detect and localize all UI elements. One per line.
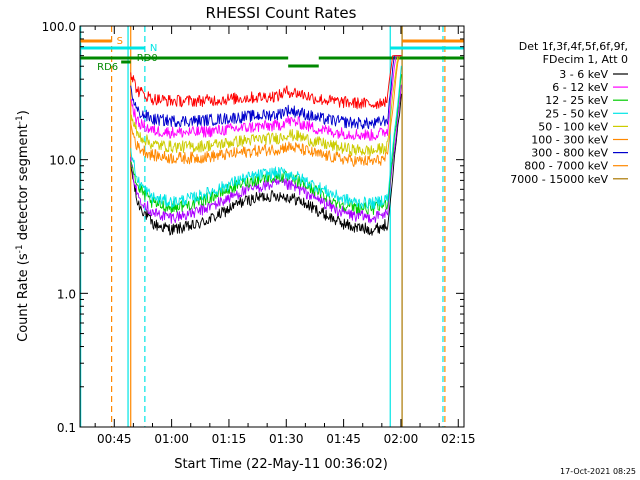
y-tick-label: 100.0	[42, 20, 76, 34]
y-axis-ticks: 100.0 10.0 1.0 0.1	[42, 20, 464, 435]
y-tick-label: 10.0	[49, 154, 76, 168]
series-line-300-800-kev	[130, 55, 402, 130]
y-axis-label-text: Count Rate (s	[16, 253, 31, 342]
series-line-25-50-kev	[130, 65, 402, 210]
x-axis-ticks: 00:45 01:00 01:15 01:30 01:45 02:00 02:15	[94, 26, 476, 446]
legend-label-800-7000-kev: 800 - 7000 keV	[524, 160, 608, 173]
attenuator-label-s: S	[117, 36, 123, 47]
x-tick-label: 01:00	[154, 432, 189, 446]
y-axis-label-sup2: -1	[15, 115, 25, 124]
legend-label-3-6-kev: 3 - 6 keV	[559, 68, 608, 81]
x-tick-label: 00:45	[97, 432, 132, 446]
legend-label-6-12-kev: 6 - 12 keV	[552, 81, 608, 94]
x-tick-label: 02:15	[441, 432, 476, 446]
series-line-800-7000-kev	[130, 55, 402, 142]
x-tick-label: 01:30	[269, 432, 304, 446]
legend-label-300-800-kev: 300 - 800 keV	[531, 147, 608, 160]
series-line-100-300-kev	[130, 55, 402, 168]
x-axis-label: Start Time (22-May-11 00:36:02)	[174, 457, 388, 472]
attenuator-label-rd0: RD0	[137, 53, 158, 64]
y-tick-label: 1.0	[57, 287, 76, 301]
x-tick-label: 02:00	[384, 432, 419, 446]
legend-header-line-1: Det 1f,3f,4f,5f,6f,9f,	[519, 40, 628, 53]
y-axis-label-sup1: -1	[15, 244, 25, 253]
series-line-7000-15000-kev	[130, 55, 402, 110]
series-line-3-6-kev	[130, 93, 402, 236]
plot-frame	[79, 25, 465, 428]
legend-label-100-300-kev: 100 - 300 keV	[531, 134, 608, 147]
attenuator-label-rd6: RD6	[97, 62, 118, 73]
x-tick-label: 01:45	[326, 432, 361, 446]
x-tick-label: 01:15	[212, 432, 247, 446]
attenuator-label-n: N	[150, 43, 157, 54]
legend-label-50-100-kev: 50 - 100 keV	[538, 120, 608, 133]
legend-label-7000-15000-kev: 7000 - 15000 keV	[510, 173, 608, 186]
legend: Det 1f,3f,4f,5f,6f,9f, FDecim 1, Att 0 3…	[510, 40, 628, 186]
series-line-50-100-kev	[130, 55, 402, 157]
y-axis-label-end: )	[16, 110, 31, 115]
chart-title: RHESSI Count Rates	[206, 4, 357, 22]
data-series	[130, 55, 402, 236]
legend-label-25-50-kev: 25 - 50 keV	[545, 107, 608, 120]
y-tick-label: 0.1	[57, 421, 76, 435]
legend-label-12-25-kev: 12 - 25 keV	[545, 94, 608, 107]
legend-header-line-2: FDecim 1, Att 0	[543, 53, 628, 66]
y-axis-label-mid: detector segment	[16, 124, 31, 244]
footer-date: 17-Oct-2021 08:25	[560, 467, 636, 476]
y-axis-label: Count Rate (s-1 detector segment-1)	[15, 110, 31, 342]
series-line-6-12-kev	[130, 84, 402, 224]
